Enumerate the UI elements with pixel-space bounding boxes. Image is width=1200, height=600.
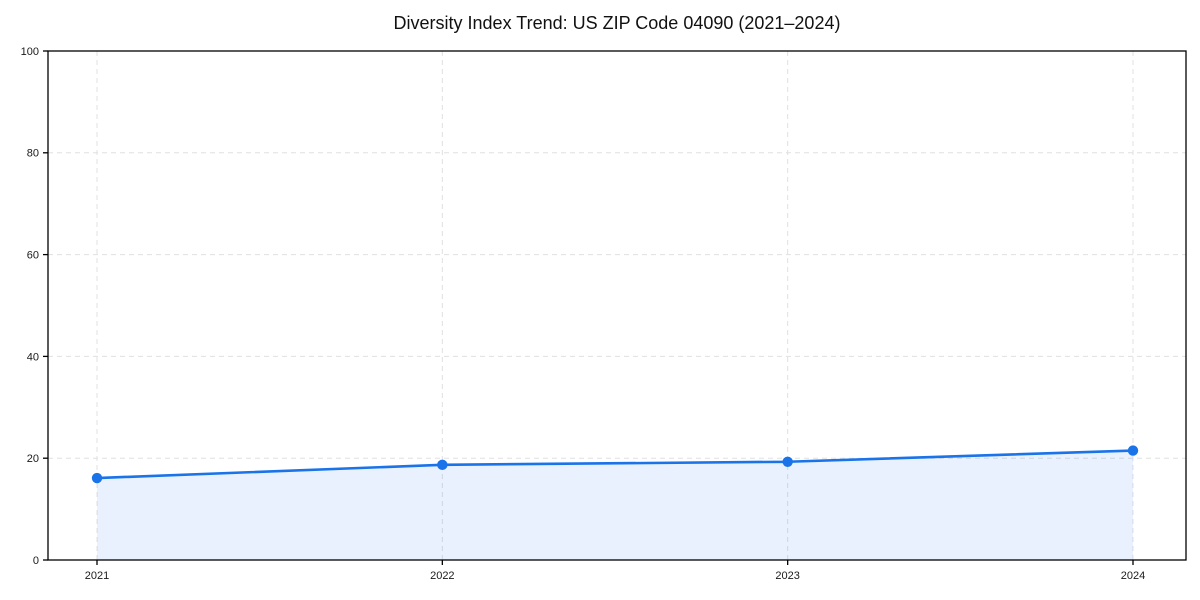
y-tick-label: 60 bbox=[27, 249, 39, 261]
y-tick-label: 80 bbox=[27, 148, 39, 160]
data-point-marker bbox=[91, 472, 103, 484]
area-fill bbox=[97, 450, 1133, 560]
x-tick-label: 2022 bbox=[430, 570, 454, 582]
y-tick-label: 40 bbox=[27, 351, 39, 363]
y-tick-label: 100 bbox=[21, 46, 39, 58]
x-tick-label: 2021 bbox=[85, 570, 109, 582]
x-tick-label: 2023 bbox=[775, 570, 799, 582]
y-tick-label: 20 bbox=[27, 453, 39, 465]
x-tick-label: 2024 bbox=[1121, 570, 1145, 582]
y-tick-label: 0 bbox=[33, 555, 39, 567]
data-point-marker bbox=[1127, 445, 1139, 456]
axes-box bbox=[47, 50, 1187, 561]
chart-title: Diversity Index Trend: US ZIP Code 04090… bbox=[393, 13, 841, 33]
data-point-marker bbox=[437, 459, 448, 471]
data-point-marker bbox=[782, 456, 793, 467]
trend-line bbox=[95, 449, 1135, 480]
